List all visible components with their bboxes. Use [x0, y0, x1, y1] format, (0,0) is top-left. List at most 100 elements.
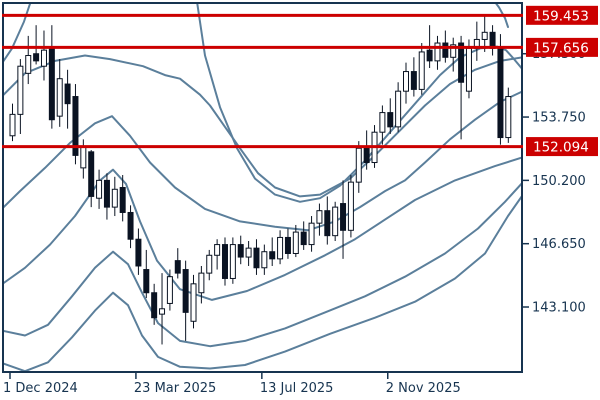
y-tick-label: 150.200: [532, 174, 586, 189]
candle-body: [277, 236, 284, 260]
candle: [17, 59, 24, 134]
candle-body: [17, 65, 24, 115]
candle: [292, 224, 299, 258]
candle: [308, 216, 315, 252]
candle-body: [442, 42, 449, 58]
candle: [190, 274, 197, 329]
candle-body: [261, 251, 268, 269]
candle-body: [292, 231, 299, 254]
candle-body: [159, 308, 166, 315]
y-tick-label: 146.650: [532, 237, 586, 252]
candle-body: [214, 244, 221, 256]
candle-body: [403, 71, 409, 92]
price-level-flag: [526, 5, 598, 25]
candle: [56, 59, 63, 127]
candle-body: [96, 179, 103, 199]
lower-band-3: [2, 193, 523, 373]
candle-body: [182, 269, 189, 313]
lower-band-2: [2, 181, 523, 348]
candle: [332, 201, 339, 242]
candle-body: [426, 49, 433, 62]
candle-body: [166, 276, 173, 304]
candle: [505, 87, 512, 143]
candle-body: [119, 187, 126, 213]
candle-body: [40, 49, 47, 67]
candle: [363, 130, 370, 170]
candle-body: [190, 283, 197, 322]
candle: [403, 62, 409, 104]
candle-body: [340, 203, 347, 231]
candle-body: [64, 83, 71, 105]
candle: [379, 105, 386, 145]
x-tick-label: 1 Dec 2024: [3, 381, 78, 396]
x-tick-label: 23 Mar 2025: [134, 381, 216, 396]
candle: [166, 269, 173, 311]
x-tick-label: 2 Nov 2025: [386, 381, 461, 396]
candle-body: [355, 147, 362, 183]
candle-body: [387, 112, 394, 128]
price-level-flag-label: 159.453: [533, 8, 589, 24]
candle: [253, 239, 260, 275]
x-axis: 1 Dec 2024 23 Mar 2025 13 Jul 2025 2 Nov 20…: [3, 373, 461, 396]
plot-border: [2, 2, 523, 373]
candle-body: [221, 244, 228, 279]
candle-body: [174, 260, 181, 274]
candle: [111, 176, 118, 217]
candle-body: [237, 244, 244, 258]
candle-body: [450, 44, 457, 58]
candle: [418, 43, 425, 95]
candle-body: [300, 231, 307, 246]
candle-body: [379, 112, 386, 133]
candle-body: [505, 96, 512, 139]
candle: [277, 230, 284, 265]
candle: [151, 283, 158, 325]
candle-body: [56, 78, 63, 117]
candle: [245, 241, 252, 266]
candle-body: [25, 55, 32, 74]
candle: [33, 25, 40, 65]
candle: [229, 237, 236, 284]
candle-body: [395, 90, 402, 128]
candle-body: [143, 269, 150, 294]
candle-body: [127, 211, 134, 240]
candle: [434, 35, 441, 70]
candle-body: [48, 46, 55, 121]
candle-body: [316, 210, 323, 224]
candle: [221, 237, 228, 286]
candle: [127, 205, 134, 249]
candle-body: [410, 71, 417, 90]
upper-band-2-return: [493, 2, 509, 28]
candle-body: [253, 247, 260, 269]
candle: [497, 34, 504, 145]
candle: [25, 35, 32, 85]
y-tick-label: 153.750: [532, 111, 586, 126]
candle-body: [465, 47, 472, 92]
candle: [103, 173, 110, 220]
candle: [458, 35, 465, 140]
candlesticks: [9, 16, 512, 345]
candle-body: [332, 206, 339, 237]
candle-body: [9, 113, 16, 137]
candle-body: [245, 247, 252, 258]
candle-body: [103, 179, 110, 208]
candle: [284, 228, 291, 259]
candle-body: [458, 42, 465, 83]
candle-body: [324, 210, 331, 237]
candle-body: [229, 244, 236, 279]
candle-body: [308, 222, 315, 246]
candle: [214, 239, 221, 270]
candle: [96, 169, 103, 209]
candle: [64, 69, 71, 129]
candle-body: [284, 236, 291, 254]
price-level-flag-label: 152.094: [533, 140, 589, 156]
candle-body: [111, 188, 118, 208]
candle: [182, 260, 189, 341]
candle: [347, 175, 354, 238]
candle-body: [206, 254, 213, 274]
candle: [119, 175, 126, 222]
candle: [300, 221, 307, 250]
candle-body: [269, 251, 276, 260]
candle: [261, 244, 268, 275]
candle-body: [418, 51, 425, 90]
